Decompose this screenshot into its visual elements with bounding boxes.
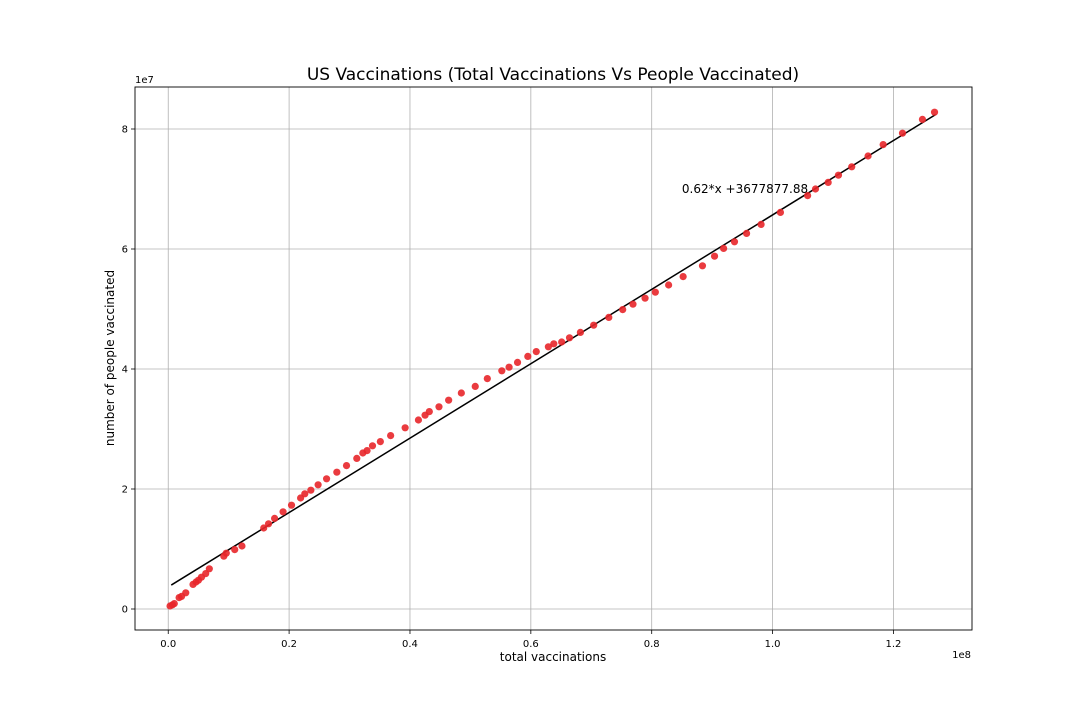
data-point — [811, 185, 820, 193]
data-point — [804, 192, 812, 200]
data-point — [524, 352, 532, 360]
data-point — [322, 475, 331, 483]
data-point — [641, 294, 649, 302]
data-point — [532, 348, 540, 356]
data-point — [457, 389, 465, 397]
data-point — [605, 313, 613, 321]
data-point — [513, 358, 522, 366]
data-point — [879, 141, 887, 149]
data-point — [590, 321, 598, 329]
data-point — [834, 171, 843, 179]
data-point — [353, 454, 361, 462]
y-tick-label: 8 — [122, 125, 128, 136]
data-point — [930, 108, 939, 116]
data-point — [550, 340, 558, 348]
data-point — [271, 514, 279, 523]
data-point — [264, 520, 273, 528]
y-axis-ticks: 0 2 4 6 8 — [122, 125, 135, 616]
data-point — [544, 343, 552, 351]
data-point — [720, 244, 728, 252]
x-tick-label: 0.8 — [644, 639, 660, 650]
data-point — [182, 589, 190, 597]
x-tick-label: 0.0 — [160, 639, 176, 650]
data-point — [414, 416, 423, 424]
data-point — [238, 542, 246, 550]
data-point — [483, 375, 491, 383]
data-point — [619, 306, 627, 314]
y-tick-label: 6 — [122, 245, 128, 256]
y-tick-label: 0 — [122, 605, 128, 616]
data-point — [679, 273, 687, 281]
fit-equation-annotation: 0.62*x +3677877.88 — [682, 182, 808, 196]
chart-title: US Vaccinations (Total Vaccinations Vs P… — [307, 65, 799, 85]
data-point — [363, 447, 371, 455]
data-point — [757, 220, 765, 228]
data-point — [376, 438, 384, 446]
x-tick-label: 0.6 — [523, 639, 539, 650]
y-tick-label: 2 — [122, 485, 128, 496]
data-point — [401, 424, 409, 432]
data-point — [776, 208, 785, 216]
data-point — [730, 238, 739, 246]
x-axis-ticks: 0.0 0.2 0.4 0.6 0.8 1.0 1.2 — [160, 630, 901, 650]
data-point — [629, 300, 637, 308]
y-axis-label: number of people vaccinated — [103, 270, 117, 446]
data-point — [505, 363, 513, 371]
data-point — [498, 367, 506, 375]
data-point — [698, 262, 707, 270]
data-point — [301, 490, 309, 498]
data-point — [387, 432, 395, 440]
data-point — [742, 229, 751, 237]
data-point — [368, 442, 377, 450]
data-point — [824, 178, 832, 186]
x-tick-label: 1.0 — [765, 639, 781, 650]
data-point — [651, 288, 659, 296]
data-point — [342, 462, 351, 470]
data-point — [260, 524, 268, 532]
data-point — [558, 338, 566, 346]
data-point — [565, 334, 574, 342]
data-point — [445, 396, 453, 404]
data-points — [166, 108, 939, 610]
data-point — [170, 600, 178, 608]
grid — [135, 87, 972, 630]
x-tick-label: 0.2 — [281, 639, 297, 650]
data-point — [425, 408, 433, 416]
data-point — [333, 468, 341, 476]
data-point — [918, 115, 927, 123]
x-axis-offset-label: 1e8 — [952, 650, 971, 661]
data-point — [231, 546, 239, 554]
data-point — [205, 565, 213, 573]
data-point — [710, 252, 719, 260]
data-point — [864, 152, 872, 160]
data-point — [576, 328, 584, 336]
data-point — [222, 549, 230, 557]
data-point — [307, 486, 315, 494]
x-tick-label: 1.2 — [885, 639, 901, 650]
data-point — [665, 281, 673, 289]
data-point — [314, 481, 322, 489]
y-tick-label: 4 — [122, 365, 128, 376]
data-point — [435, 403, 443, 411]
x-axis-label: total vaccinations — [500, 650, 606, 664]
plot-frame — [134, 86, 973, 631]
data-point — [287, 501, 296, 509]
data-point — [471, 382, 479, 390]
data-point — [279, 508, 287, 516]
data-point — [848, 163, 856, 171]
y-axis-offset-label: 1e7 — [135, 75, 154, 86]
data-point — [898, 129, 907, 137]
x-tick-label: 0.4 — [402, 639, 418, 650]
